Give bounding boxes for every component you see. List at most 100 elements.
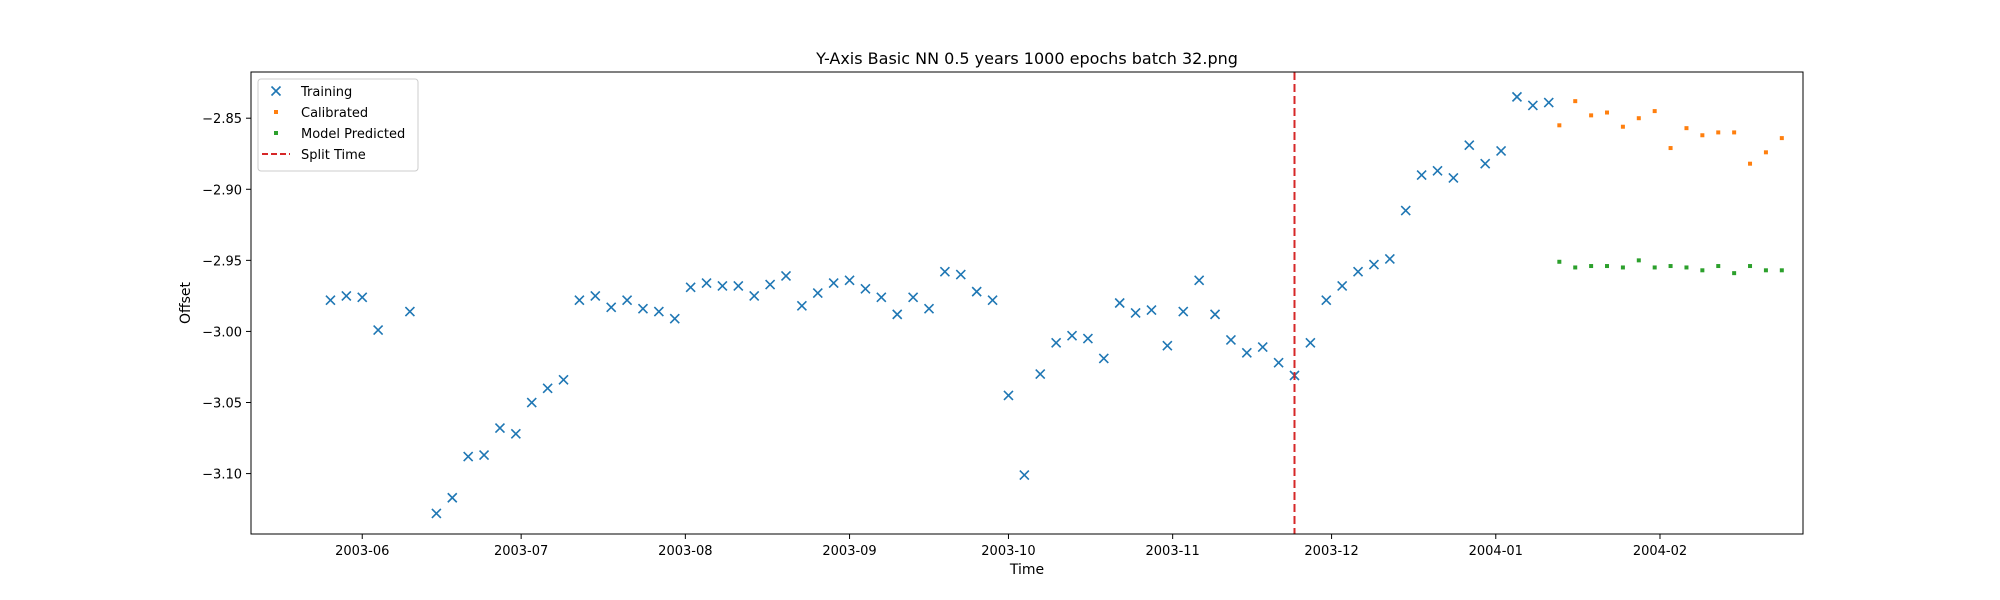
data-point: [1003, 390, 1014, 401]
chart-marks: [325, 72, 1784, 534]
x-axis: 2003-06 2003-07 2003-08 2003-09 2003-10 2003-…: [335, 534, 1687, 559]
data-point: [1557, 259, 1562, 264]
data-point: [1082, 333, 1093, 344]
data-point: [669, 313, 680, 324]
plot-frame: [250, 71, 1804, 535]
x-axis-label: Time: [1009, 562, 1044, 578]
x-tick-label: 2003-07: [494, 544, 548, 559]
data-point: [1716, 264, 1721, 269]
y-tick-label: −3.05: [202, 397, 242, 412]
data-point: [860, 283, 871, 294]
data-point: [1573, 265, 1578, 270]
data-point: [341, 290, 352, 301]
data-point: [828, 278, 839, 289]
legend-label: Calibrated: [301, 106, 368, 121]
data-point: [1620, 265, 1625, 270]
data-point: [1209, 309, 1221, 320]
y-axis: −3.10 −3.05 −3.00 −2.95 −2.90 −2.85: [202, 112, 251, 483]
data-point: [1035, 369, 1046, 380]
data-point: [1448, 172, 1459, 183]
data-point: [1589, 264, 1594, 269]
data-point: [1368, 259, 1380, 270]
data-point: [1480, 158, 1491, 169]
data-point: [876, 292, 887, 303]
x-tick-label: 2004-02: [1633, 544, 1687, 559]
data-point: [542, 383, 553, 394]
data-point: [510, 428, 521, 439]
y-tick-label: −2.95: [202, 254, 242, 269]
plot-area: [251, 72, 1803, 534]
data-point: [1652, 109, 1657, 114]
data-point: [1146, 305, 1157, 316]
data-point: [955, 269, 966, 280]
data-point: [1543, 97, 1554, 108]
data-point: [1098, 353, 1109, 364]
data-point: [1684, 265, 1689, 270]
data-point: [685, 282, 696, 293]
legend-frame: [257, 78, 419, 172]
data-point: [1130, 307, 1141, 319]
data-point: [478, 450, 490, 461]
data-point: [701, 278, 712, 289]
chart-title: Y-Axis Basic NN 0.5 years 1000 epochs ba…: [815, 49, 1238, 68]
data-point: [1652, 265, 1657, 270]
data-point: [812, 287, 823, 299]
data-point: [1241, 347, 1252, 358]
data-point: [494, 423, 506, 434]
x-tick-label: 2003-08: [658, 544, 712, 559]
data-point: [431, 508, 442, 519]
data-point: [1527, 100, 1538, 111]
data-point: [1779, 268, 1784, 273]
data-point: [1748, 264, 1753, 269]
data-point: [971, 286, 982, 297]
data-point: [1051, 337, 1062, 348]
data-point: [558, 374, 569, 385]
data-point: [1700, 268, 1705, 273]
data-point: [1384, 253, 1395, 264]
data-point: [749, 290, 760, 301]
data-point: [1668, 146, 1673, 151]
data-point: [1605, 264, 1610, 269]
y-tick-label: −3.00: [202, 325, 242, 340]
data-point: [606, 302, 617, 313]
data-point: [717, 280, 728, 292]
data-point: [1305, 337, 1316, 348]
data-point: [1496, 145, 1507, 156]
data-point: [844, 275, 855, 286]
data-point: [1511, 91, 1523, 102]
data-point: [1732, 130, 1737, 135]
data-point: [1257, 342, 1268, 353]
legend-label: Model Predicted: [301, 127, 405, 142]
x-tick-label: 2003-11: [1146, 544, 1200, 559]
data-point: [526, 397, 537, 408]
legend-label: Split Time: [301, 148, 366, 163]
data-point: [1352, 266, 1364, 277]
data-point: [1636, 258, 1641, 263]
data-point: [1763, 268, 1768, 273]
data-point: [1779, 136, 1784, 141]
data-point: [1225, 334, 1236, 346]
data-point: [796, 300, 807, 311]
x-tick-label: 2003-10: [981, 544, 1035, 559]
data-point: [1668, 264, 1673, 269]
data-point: [908, 292, 919, 303]
y-tick-label: −2.85: [202, 112, 242, 127]
x-tick-label: 2003-12: [1304, 544, 1358, 559]
x-tick-label: 2003-09: [822, 544, 876, 559]
legend-marker: [270, 85, 282, 97]
data-point: [1716, 130, 1721, 135]
x-tick-label: 2003-06: [335, 544, 389, 559]
series-model-predicted: [1557, 258, 1784, 276]
data-point: [733, 280, 744, 292]
data-point: [1114, 297, 1125, 309]
data-point: [1019, 469, 1030, 481]
data-point: [1748, 161, 1753, 166]
data-point: [1416, 169, 1427, 181]
data-point: [653, 306, 664, 317]
data-point: [1162, 340, 1173, 351]
data-point: [1684, 126, 1689, 131]
data-point: [373, 324, 384, 336]
data-point: [1573, 99, 1578, 104]
data-point: [1194, 275, 1205, 286]
